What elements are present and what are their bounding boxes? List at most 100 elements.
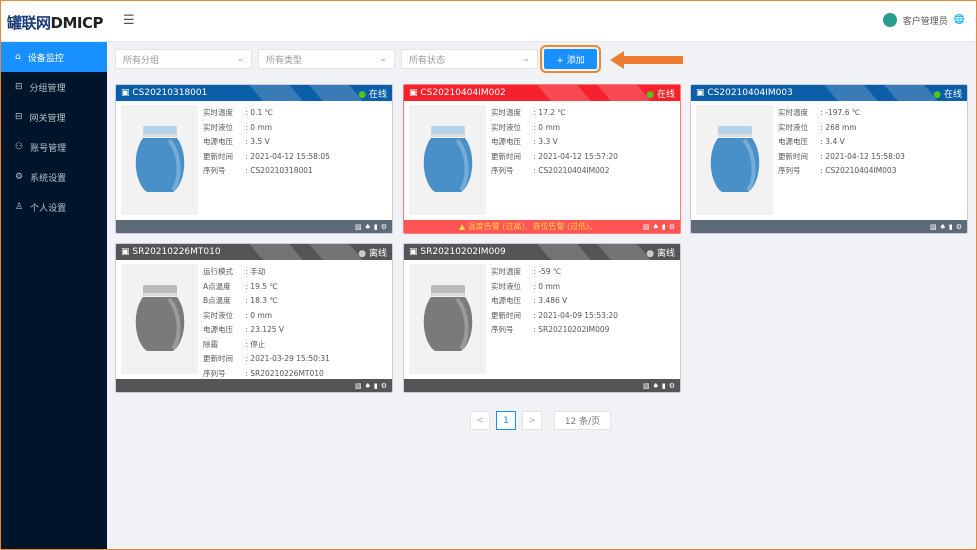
sidebar-item-2[interactable]: ⊟ 网关管理 xyxy=(0,102,107,132)
device-card[interactable]: ▣ CS20210404IM002 ● 在线 实时温度 : 17.2 ℃ 实时液位 :… xyxy=(403,84,681,234)
delete-icon[interactable]: ▮ xyxy=(661,222,666,231)
page-1-button[interactable]: 1 xyxy=(496,411,516,430)
next-page-button[interactable]: > xyxy=(522,411,542,430)
bell-icon[interactable]: ♠ xyxy=(364,381,371,390)
field-sep: : xyxy=(243,137,251,146)
info-row: 序列号 : SR20210226MT010 xyxy=(203,367,330,382)
status-text: 在线 xyxy=(656,89,675,100)
field-label: 实时温度 xyxy=(491,108,521,117)
settings-icon[interactable]: ⚙ xyxy=(668,381,675,390)
menu-toggle-icon[interactable]: ☰ xyxy=(123,13,135,28)
field-sep: : xyxy=(243,166,251,175)
device-card[interactable]: ▣ SR20210226MT010 ● 离线运行模式 : 手动 A点温度 : 19.… xyxy=(115,243,393,393)
device-card[interactable]: ▣ CS20210404IM003 ● 在线 实时温度 : -197.6 ℃ 实时液位… xyxy=(690,84,968,234)
device-card[interactable]: ▣ CS20210318001 ● 在线 实时温度 : 0.1 ℃ 实时液位 : 0 … xyxy=(115,84,393,234)
field-sep: : xyxy=(531,325,539,334)
bell-icon[interactable]: ♠ xyxy=(652,222,659,231)
info-row: 实时温度 : -197.6 ℃ xyxy=(778,106,905,121)
header-stripe xyxy=(884,85,938,101)
field-sep: : xyxy=(531,151,539,161)
page-size-select[interactable]: 12 条/页 xyxy=(554,411,611,430)
chart-icon[interactable]: ▨ xyxy=(354,222,362,231)
delete-icon[interactable]: ▮ xyxy=(373,222,378,231)
settings-icon[interactable]: ⚙ xyxy=(668,222,675,231)
image-icon: ▣ xyxy=(409,247,421,257)
device-info: 运行模式 : 手动 A点温度 : 19.5 ℃ B点温度 : 18.3 ℃ 实时液位 … xyxy=(203,265,330,381)
delete-icon[interactable]: ▮ xyxy=(948,222,953,231)
info-row: 电源电压 : 23.125 V xyxy=(203,323,330,338)
sidebar-item-0[interactable]: ⌂ 设备监控 xyxy=(0,42,107,72)
chart-icon[interactable]: ▨ xyxy=(642,222,650,231)
device-id: ▣ CS20210318001 xyxy=(121,88,207,98)
delete-icon[interactable]: ▮ xyxy=(373,381,378,390)
annotation-arrow xyxy=(610,51,683,69)
filter-bar: 所有分组 ⌄ 所有类型 ⌄ 所有状态 ⌄ xyxy=(115,49,538,69)
field-value: 0.1 ℃ xyxy=(250,108,274,117)
settings-icon[interactable]: ⚙ xyxy=(380,381,387,390)
field-value: 17.2 ℃ xyxy=(538,108,566,117)
card-header: ▣ SR20210226MT010 ● 离线 xyxy=(116,244,392,260)
settings-icon[interactable]: ⚙ xyxy=(955,222,962,231)
add-button[interactable]: + 添加 xyxy=(540,45,601,73)
filter-select-2[interactable]: 所有状态 ⌄ xyxy=(401,49,538,69)
field-value: SR20210226MT010 xyxy=(250,368,324,378)
field-sep: : xyxy=(818,122,826,132)
device-card[interactable]: ▣ SR20210202IM009 ● 离线 实时温度 : -59 ℃ 实时液位 : … xyxy=(403,243,681,393)
info-row: 电源电压 : 3.5 V xyxy=(203,135,330,150)
field-value: 3.486 V xyxy=(538,296,568,305)
header-stripe xyxy=(249,85,303,101)
sidebar-item-label: 系统设置 xyxy=(30,173,67,184)
user-menu[interactable]: 客户管理员 🌐 xyxy=(882,13,965,27)
chart-icon[interactable]: ▨ xyxy=(642,381,650,390)
field-sep: : xyxy=(243,122,251,132)
bell-icon[interactable]: ♠ xyxy=(939,222,946,231)
field-value: SR20210202IM009 xyxy=(538,325,610,334)
field-sep: : xyxy=(243,368,251,378)
sidebar-item-5[interactable]: ♙ 个人设置 xyxy=(0,192,107,222)
chart-icon[interactable]: ▨ xyxy=(929,222,937,231)
tank-icon xyxy=(423,126,472,192)
settings-icon[interactable]: ⚙ xyxy=(380,222,387,231)
sidebar-item-1[interactable]: ⊟ 分组管理 xyxy=(0,72,107,102)
bell-icon[interactable]: ♠ xyxy=(652,381,659,390)
info-row: 更新时间 : 2021-04-12 15:58:05 xyxy=(203,150,330,165)
info-row: 实时温度 : 0.1 ℃ xyxy=(203,106,330,121)
field-value: 手动 xyxy=(250,267,266,276)
field-sep: : xyxy=(818,108,826,117)
device-id: ▣ CS20210404IM003 xyxy=(696,88,793,98)
prev-page-button[interactable]: < xyxy=(470,411,490,430)
field-label: 更新时间 xyxy=(778,151,808,161)
filter-value: 所有分组 xyxy=(123,55,160,66)
sidebar-item-label: 账号管理 xyxy=(30,143,67,154)
sidebar-item-4[interactable]: ⚙ 系统设置 xyxy=(0,162,107,192)
field-sep: : xyxy=(818,166,826,175)
chart-icon[interactable]: ▨ xyxy=(354,381,362,390)
filter-select-0[interactable]: 所有分组 ⌄ xyxy=(115,49,252,69)
header-stripe xyxy=(249,244,303,260)
field-sep: : xyxy=(243,354,251,363)
device-id-text: CS20210404IM002 xyxy=(420,88,506,98)
card-footer: ▨ ♠ ▮ ⚙ xyxy=(404,379,680,392)
field-label: 实时温度 xyxy=(778,108,808,117)
user-name: 客户管理员 xyxy=(902,16,948,27)
user-icon: ♙ xyxy=(15,202,24,212)
bell-icon[interactable]: ♠ xyxy=(364,222,371,231)
info-row: 电源电压 : 3.486 V xyxy=(491,294,618,309)
info-row: 更新时间 : 2021-03-29 15:50:31 xyxy=(203,352,330,367)
info-row: 更新时间 : 2021-04-09 15:53:20 xyxy=(491,309,618,324)
device-image xyxy=(409,105,486,215)
field-value: 0 mm xyxy=(538,281,561,291)
card-header: ▣ SR20210202IM009 ● 离线 xyxy=(404,244,680,260)
globe-icon[interactable]: 🌐 xyxy=(953,15,965,25)
delete-icon[interactable]: ▮ xyxy=(661,381,666,390)
gateway-icon: ⊟ xyxy=(15,112,23,122)
device-id-text: SR20210226MT010 xyxy=(132,247,221,257)
field-sep: : xyxy=(818,137,826,146)
status-dot-icon: ● xyxy=(358,89,369,100)
field-value: 268 mm xyxy=(825,122,857,132)
group-icon: ⊟ xyxy=(15,82,23,92)
chevron-down-icon: ⌄ xyxy=(236,54,244,64)
sidebar-item-3[interactable]: ⚇ 账号管理 xyxy=(0,132,107,162)
card-footer: ▨ ♠ ▮ ⚙ xyxy=(116,379,392,392)
filter-select-1[interactable]: 所有类型 ⌄ xyxy=(258,49,395,69)
